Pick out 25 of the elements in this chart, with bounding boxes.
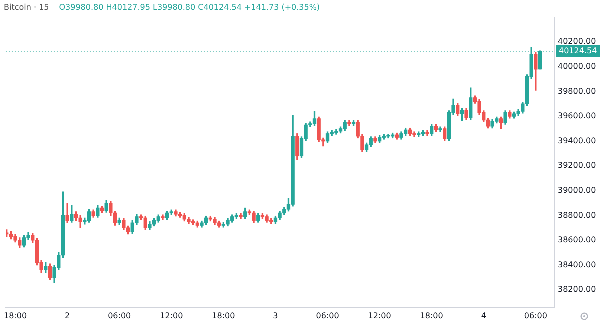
x-tick-label: 3	[273, 311, 278, 320]
x-tick-label: 12:00	[368, 311, 392, 320]
x-tick-label: 18:00	[420, 311, 444, 320]
x-tick-label: 18:00	[4, 311, 28, 320]
chart-subtitle: O39980.80 H40127.95 L39980.80 C40124.54 +141.73 (+0.35%)	[59, 3, 320, 12]
y-tick-label: 39800.00	[558, 86, 596, 96]
y-tick-label: 39400.00	[558, 136, 596, 146]
x-tick-label: 12:00	[160, 311, 184, 320]
ref-line-label: 40124.54	[559, 46, 598, 56]
x-tick-label: 06:00	[524, 311, 548, 320]
chart-title: Bitcoin · 15	[4, 3, 50, 12]
y-tick-label: 39600.00	[558, 112, 596, 121]
y-tick-label: 39200.00	[558, 161, 596, 170]
x-tick-label: 06:00	[316, 311, 340, 320]
x-tick-label: 4	[481, 311, 486, 320]
y-tick-label: 40200.00	[558, 37, 596, 46]
y-tick-label: 40000.00	[558, 62, 596, 72]
y-tick-label: 38600.00	[558, 236, 596, 245]
y-tick-label: 38800.00	[558, 210, 596, 220]
x-tick-label: 2	[65, 311, 70, 320]
y-tick-label: 39000.00	[558, 186, 596, 195]
x-tick-label: 06:00	[108, 311, 132, 320]
x-tick-label: 18:00	[212, 311, 236, 320]
y-tick-label: 38400.00	[558, 260, 596, 270]
y-tick-label: 38200.00	[558, 285, 596, 294]
